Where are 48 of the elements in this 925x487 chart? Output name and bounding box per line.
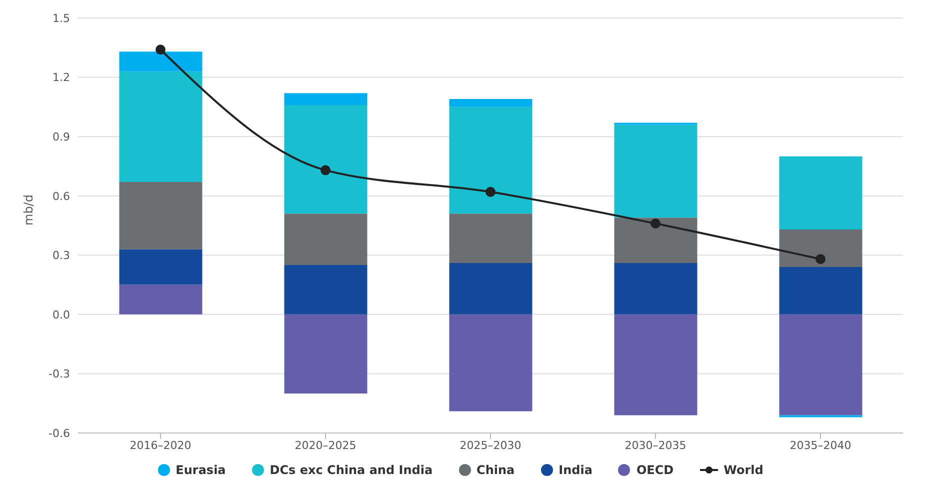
y-tick-label: 0.3 [52, 249, 70, 262]
y-tick-label: 0.9 [52, 130, 70, 144]
y-tick-label: 0.6 [52, 190, 70, 203]
point [816, 254, 826, 264]
x-tick-label: 2020–2025 [294, 438, 356, 452]
bar [284, 214, 368, 266]
point [486, 186, 496, 197]
bar [119, 249, 202, 285]
bar [449, 99, 532, 107]
bar [284, 93, 368, 105]
bar [119, 284, 202, 314]
bar [614, 124, 698, 218]
bar [779, 156, 862, 230]
x-tick-label: 2016–2020 [130, 438, 192, 452]
legend-label: India [558, 463, 592, 477]
bar [119, 52, 202, 72]
bar [614, 218, 698, 264]
legend-label: China [476, 463, 515, 477]
legend-label: DCs exc China and India [268, 463, 433, 477]
legend-label: World [722, 463, 764, 477]
bar [614, 314, 698, 416]
bar [449, 263, 532, 314]
point [320, 165, 330, 176]
x-tick-label: 2030–2035 [624, 438, 686, 452]
bar [284, 314, 368, 394]
y-tick-label: -0.3 [48, 368, 70, 381]
y-tick-label: 1.5 [52, 12, 70, 25]
bar [284, 265, 368, 314]
y-tick-label: -0.6 [48, 426, 70, 440]
bar [779, 229, 862, 267]
bar [449, 314, 532, 412]
bar [284, 104, 368, 214]
point [650, 218, 660, 229]
y-axis-title: mb/d [21, 194, 36, 226]
bar [449, 214, 532, 264]
bar [614, 263, 698, 314]
legend-label: OECD [635, 463, 674, 477]
point [156, 44, 166, 55]
y-tick-label: 1.2 [52, 71, 70, 84]
bar [119, 71, 202, 182]
x-tick-label: 2035–2040 [790, 438, 852, 452]
bar [449, 106, 532, 214]
y-tick-label: 0.0 [52, 308, 70, 322]
bar [119, 182, 202, 250]
x-tick-label: 2025–2030 [460, 438, 522, 452]
bar [779, 267, 862, 314]
bar [779, 314, 862, 416]
legend-label: Eurasia [174, 463, 226, 477]
